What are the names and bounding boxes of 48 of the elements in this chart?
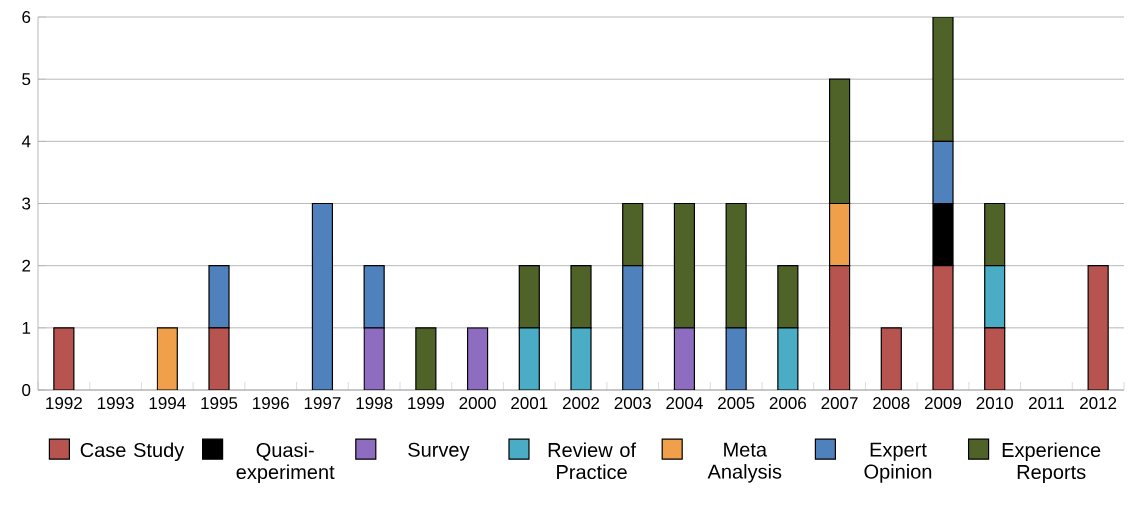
bar [622, 265, 644, 391]
y-tick-label: 3 [22, 197, 31, 210]
y-tick-label: 5 [22, 73, 31, 86]
x-tick-label: 1999 [408, 397, 444, 410]
bar [466, 327, 489, 391]
x-tick-label: 2001 [511, 397, 548, 410]
legend-label: Expert Opinion [864, 442, 932, 483]
x-tick-label: 2002 [562, 397, 600, 410]
bar [880, 327, 902, 391]
x-tick-label: 1998 [356, 397, 393, 410]
bar [1087, 265, 1109, 391]
x-tick-label: 1993 [97, 397, 134, 410]
x-tick-label: 2006 [769, 397, 807, 410]
legend-label: Survey [408, 442, 470, 461]
bar [673, 327, 696, 391]
x-tick-label: 2005 [718, 397, 755, 410]
bar [984, 202, 1006, 267]
bar [156, 327, 178, 391]
y-tick-label: 6 [22, 11, 31, 24]
bar [53, 327, 75, 391]
legend-label: Review of Practice [548, 442, 637, 480]
x-tick-label: 1994 [149, 397, 186, 410]
x-tick-label: 1995 [201, 397, 238, 410]
bar [518, 265, 540, 329]
x-tick-label: 2010 [976, 397, 1013, 410]
y-tick-label: 0 [22, 384, 31, 397]
bar [673, 202, 696, 329]
bar [311, 202, 334, 391]
y-tick-label: 4 [21, 135, 31, 148]
legend-label: Experience Reports [1002, 442, 1101, 484]
x-tick-label: 2004 [666, 397, 703, 410]
x-tick-label: 2003 [614, 397, 651, 410]
y-tick-label: 2 [22, 259, 31, 272]
x-tick-label: 1997 [304, 397, 341, 410]
y-tick-label: 1 [22, 321, 31, 334]
x-tick-label: 2009 [924, 397, 962, 410]
x-tick-label: 2008 [873, 397, 910, 410]
x-tick-label: 1992 [46, 397, 82, 410]
x-tick-label: 2000 [459, 397, 496, 410]
legend-label: Meta Analysis [707, 442, 782, 483]
bar [828, 78, 851, 205]
x-tick-label: 2012 [1080, 397, 1117, 410]
legend-label: Case Study [80, 442, 185, 462]
legend-label: Quasi-experiment [236, 442, 335, 484]
x-tick-label: 2011 [1029, 397, 1064, 410]
bar [622, 202, 644, 267]
x-tick-label: 2007 [821, 397, 858, 410]
x-tick-label: 1996 [253, 397, 289, 410]
